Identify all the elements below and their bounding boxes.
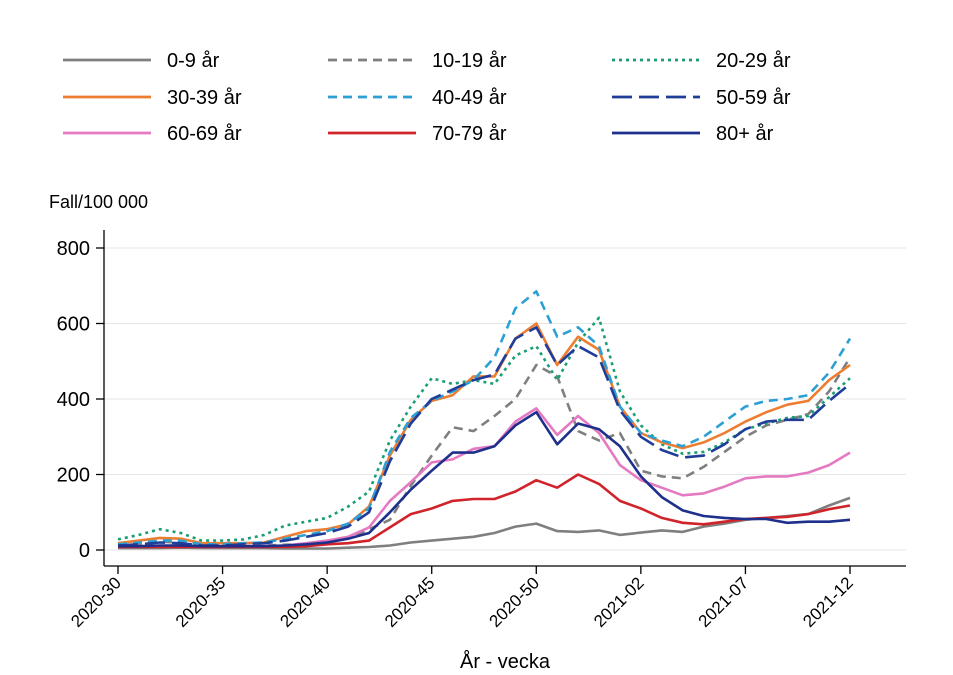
y-tick-label: 400	[57, 389, 90, 411]
y-tick-label: 800	[57, 238, 90, 260]
series-line	[117, 407, 851, 549]
legend-label: 20-29 år	[716, 50, 791, 72]
x-tick-label: 2020-45	[381, 573, 439, 631]
x-tick-label: 2020-30	[67, 573, 125, 631]
x-tick-label: 2020-50	[486, 573, 544, 631]
legend-label: 10-19 år	[432, 50, 507, 72]
legend-label: 60-69 år	[167, 123, 242, 145]
legend-label: 50-59 år	[716, 87, 791, 109]
x-tick-label: 2021-12	[799, 573, 857, 631]
series-lines	[117, 290, 852, 550]
y-tick-label: 0	[79, 540, 90, 562]
legend-label: 0-9 år	[167, 50, 220, 72]
legend: 0-9 år 10-19 år 20-29 år 30-39 år 40-49 år 50…	[63, 50, 791, 145]
legend-label: 40-49 år	[432, 87, 507, 109]
axes: 0 200 400 600 800 2020-30 2020-35 2020-40 2020-4…	[57, 230, 906, 631]
series-line	[117, 290, 852, 546]
series-line	[118, 410, 851, 548]
legend-label: 70-79 år	[432, 123, 507, 145]
x-tick-label: 2021-02	[590, 573, 648, 631]
x-tick-label: 2020-40	[276, 573, 334, 631]
y-tick-label: 200	[57, 465, 90, 487]
x-tick-label: 2021-07	[695, 573, 753, 631]
x-tick-label: 2020-35	[172, 573, 230, 631]
legend-label: 30-39 år	[167, 87, 242, 109]
series-line	[117, 325, 851, 547]
x-axis-label: År - vecka	[460, 650, 551, 673]
series-line	[117, 316, 851, 542]
legend-label: 80+ år	[716, 123, 774, 145]
y-tick-label: 600	[57, 314, 90, 336]
gridlines	[104, 247, 906, 551]
y-axis-label: Fall/100 000	[49, 192, 148, 212]
